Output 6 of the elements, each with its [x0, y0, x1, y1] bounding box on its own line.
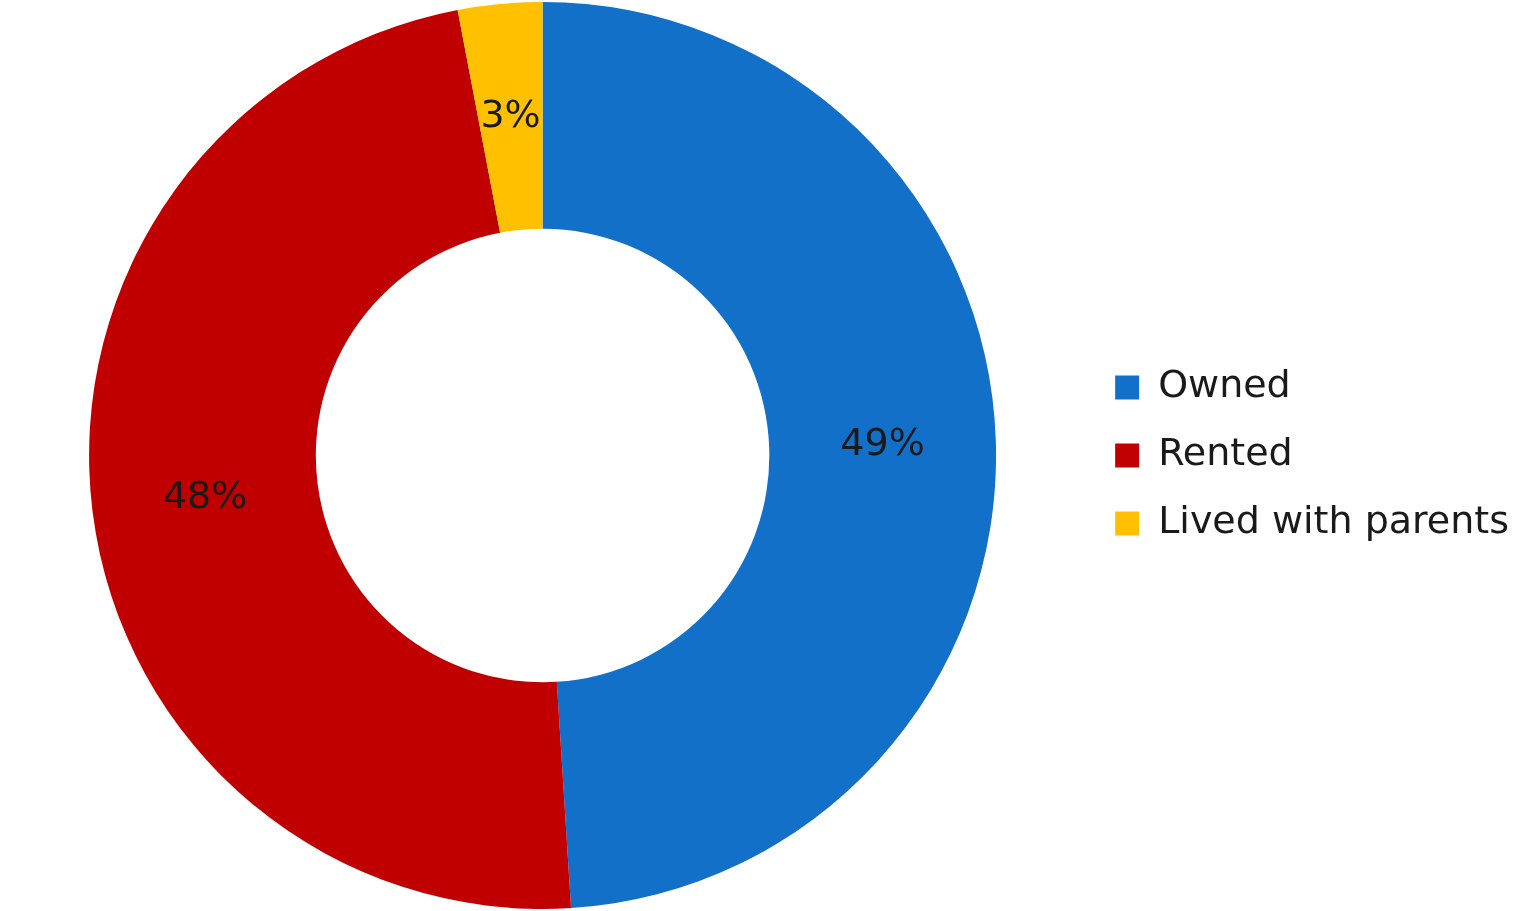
legend-label: Lived with parents — [1158, 498, 1510, 543]
data-label: 49% — [840, 419, 925, 464]
data-label: 3% — [480, 91, 541, 136]
legend-label: Rented — [1158, 430, 1293, 475]
legend-label: Owned — [1158, 362, 1291, 407]
data-label: 48% — [162, 473, 248, 517]
